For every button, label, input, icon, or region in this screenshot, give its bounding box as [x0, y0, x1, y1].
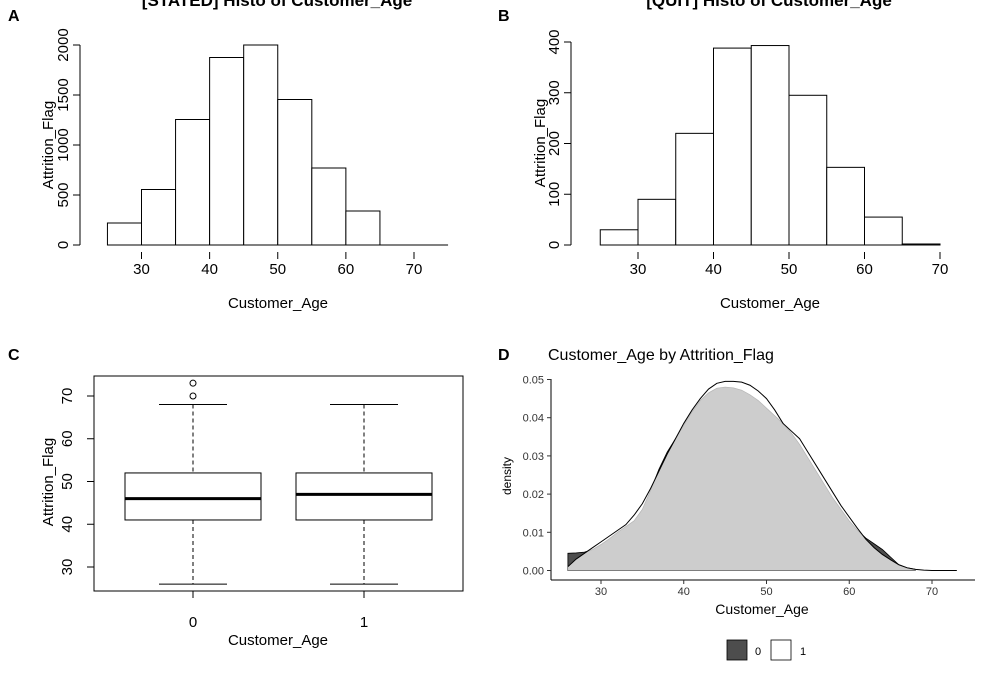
legend-swatch-0 — [726, 639, 748, 661]
y-tick-label: 70 — [59, 388, 76, 405]
histogram-bar — [175, 119, 211, 246]
histogram-bar — [311, 167, 347, 246]
y-tick-label: 0 — [546, 241, 563, 249]
histogram-bar — [141, 189, 177, 246]
y-tick-label: 0.01 — [523, 527, 544, 539]
y-tick-label: 500 — [55, 182, 72, 207]
outlier-point — [189, 392, 197, 400]
y-tick-label: 200 — [546, 131, 563, 156]
x-tick-label: 70 — [932, 261, 949, 278]
y-tick-label: 400 — [546, 29, 563, 54]
histogram-bar — [750, 45, 790, 246]
box-iqr — [295, 472, 433, 521]
panel-b-xlabel: Customer_Age — [720, 295, 820, 312]
y-tick-label: 40 — [59, 516, 76, 533]
x-tick-label: 40 — [705, 261, 722, 278]
x-tick-label: 0 — [189, 614, 197, 631]
y-tick-label: 0.03 — [523, 451, 544, 463]
x-tick-label: 60 — [843, 586, 855, 598]
histogram-bar — [243, 44, 279, 246]
panel-a: A [STATED] Histo of Customer_Age Custome… — [8, 0, 449, 312]
panel-c-letter: C — [8, 347, 20, 364]
y-tick-label: 0.04 — [523, 413, 544, 425]
legend-swatch-1 — [770, 639, 792, 661]
histogram-bar — [713, 47, 752, 246]
panel-d-plot — [567, 380, 957, 571]
x-tick-label: 40 — [678, 586, 690, 598]
panel-d-legend: 0 1 — [726, 639, 806, 661]
panel-c: C Customer_Age Attrition_Flag 0 1 30 40 50 60… — [8, 347, 464, 649]
panel-d: D Customer_Age by Attrition_Flag Custome… — [498, 347, 975, 661]
panel-b-letter: B — [498, 8, 510, 25]
panel-a-ylabel: Attrition_Flag — [40, 101, 57, 189]
panel-c-ylabel: Attrition_Flag — [40, 438, 57, 526]
density-area-1 — [567, 381, 957, 571]
panel-b-ylabel: Attrition_Flag — [532, 99, 549, 187]
panel-a-xlabel: Customer_Age — [228, 295, 328, 312]
x-tick-label: 70 — [406, 261, 423, 278]
panel-a-axes: 30 40 50 60 70 0 500 1000 1500 2000 — [55, 28, 449, 278]
histogram-bar — [599, 229, 639, 246]
panel-d-ylabel: density — [500, 457, 514, 495]
y-tick-label: 50 — [59, 473, 76, 490]
panel-d-title: Customer_Age by Attrition_Flag — [548, 347, 774, 364]
y-tick-label: 300 — [546, 80, 563, 105]
legend-label-0: 0 — [755, 646, 761, 658]
y-tick-label: 2000 — [55, 28, 72, 61]
histogram-bar — [345, 210, 381, 246]
panel-c-frame — [93, 375, 464, 592]
y-tick-label: 0.02 — [523, 489, 544, 501]
histogram-bar — [826, 166, 865, 246]
x-tick-label: 40 — [201, 261, 218, 278]
x-tick-label: 50 — [269, 261, 286, 278]
panel-c-axes: 0 1 30 40 50 60 70 — [59, 388, 368, 631]
x-tick-label: 30 — [133, 261, 150, 278]
x-tick-label: 60 — [338, 261, 355, 278]
histogram-bar — [788, 94, 828, 246]
x-tick-label: 50 — [760, 586, 772, 598]
x-tick-label: 70 — [926, 586, 938, 598]
x-tick-label: 50 — [781, 261, 798, 278]
histogram-bar — [106, 222, 142, 246]
panel-b-title: [QUIT] Histo of Customer_Age — [646, 0, 892, 10]
panel-a-letter: A — [8, 8, 20, 25]
x-tick-label: 30 — [595, 586, 607, 598]
y-tick-label: 100 — [546, 182, 563, 207]
x-tick-label: 30 — [630, 261, 647, 278]
y-tick-label: 30 — [59, 559, 76, 576]
panel-d-letter: D — [498, 347, 510, 364]
outlier-point — [189, 379, 197, 387]
panel-d-xlabel: Customer_Age — [715, 601, 809, 617]
legend-label-1: 1 — [800, 646, 806, 658]
panel-a-title: [STATED] Histo of Customer_Age — [142, 0, 412, 10]
y-tick-label: 1000 — [55, 128, 72, 161]
panel-c-boxes — [124, 379, 433, 585]
box-iqr — [124, 472, 262, 521]
histogram-bar — [209, 57, 245, 246]
histogram-bar — [277, 99, 313, 246]
y-tick-label: 0.00 — [523, 566, 544, 578]
panel-b-axes: 30 40 50 60 70 0 100 200 300 400 — [546, 29, 948, 278]
y-tick-label: 60 — [59, 430, 76, 447]
histogram-bar — [675, 132, 714, 246]
histogram-bar — [637, 198, 677, 246]
panel-b: B [QUIT] Histo of Customer_Age Customer_… — [498, 0, 948, 312]
panel-d-axes: 30 40 50 60 70 0.00 0.01 0.02 0.03 0.04 0.05 — [523, 375, 975, 598]
panel-a-bars — [106, 44, 381, 246]
panel-b-bars — [599, 45, 941, 246]
panel-c-xlabel: Customer_Age — [228, 632, 328, 649]
y-tick-label: 1500 — [55, 78, 72, 111]
y-tick-label: 0 — [55, 241, 72, 249]
x-tick-label: 60 — [856, 261, 873, 278]
x-tick-label: 1 — [360, 614, 368, 631]
density-line-1 — [567, 380, 957, 571]
y-tick-label: 0.05 — [523, 375, 544, 387]
histogram-bar — [864, 216, 903, 246]
